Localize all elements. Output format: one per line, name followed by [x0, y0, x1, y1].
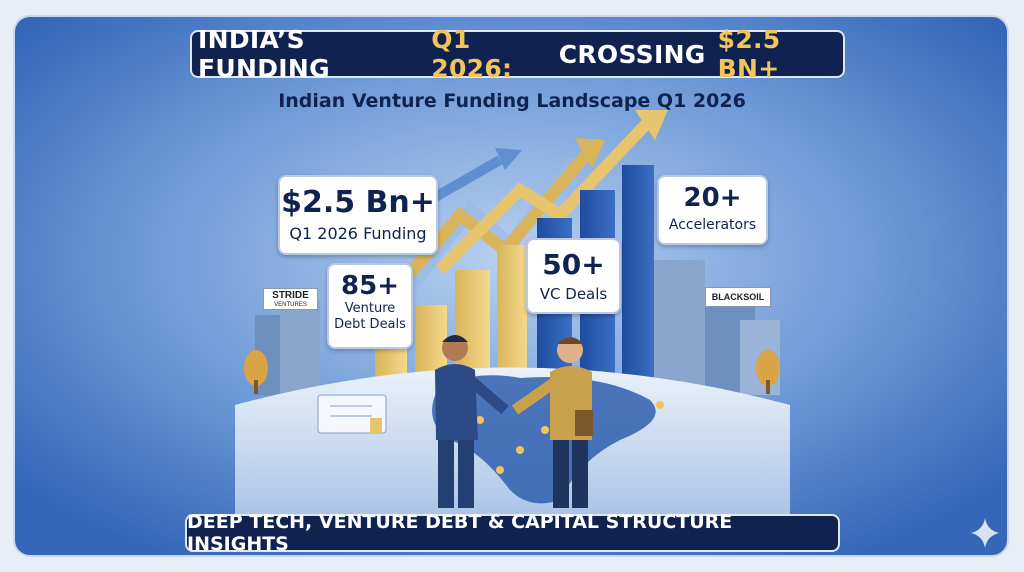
decor-shape: [553, 440, 569, 508]
decor-shape: [766, 380, 770, 394]
title-part: INDIA’S FUNDING: [198, 25, 330, 83]
decor-shape: [575, 410, 593, 436]
person-right: [511, 337, 593, 508]
decor-shape: [427, 155, 503, 205]
decor-shape: [557, 337, 583, 344]
title-part: Q1 2026:: [431, 25, 513, 83]
decor-shape: [511, 377, 559, 415]
decor-shape: [438, 440, 454, 508]
decor-shape: [280, 300, 320, 395]
decor-shape: [244, 350, 268, 386]
stat-card: 85+ Venture Debt Deals: [327, 263, 413, 349]
trees: [244, 350, 780, 394]
decor-shape: [458, 440, 474, 508]
stat-label: Venture Debt Deals: [334, 301, 406, 332]
decor-shape: [572, 440, 588, 508]
map-pins: [476, 401, 664, 474]
map: [432, 375, 656, 504]
stat-value: 20+: [683, 183, 742, 213]
decor-shape: [516, 446, 524, 454]
decor-shape: [541, 426, 549, 434]
footer-text: DEEP TECH, VENTURE DEBT & CAPITAL STRUCT…: [187, 511, 733, 555]
decor-shape: [466, 375, 509, 415]
stat-value: $2.5 Bn+: [281, 185, 435, 220]
subtitle: Indian Venture Funding Landscape Q1 2026: [278, 90, 746, 112]
decor-shape: [756, 350, 780, 386]
decor-shape: [254, 380, 258, 394]
stat-label: VC Deals: [539, 285, 608, 303]
logo-name: BLACKSOIL: [711, 292, 765, 302]
sparkle-icon: [971, 518, 999, 548]
stat-value: 85+: [341, 271, 399, 301]
decor-shape: [435, 115, 655, 275]
decor-shape: [656, 401, 664, 409]
decor-shape: [435, 364, 478, 440]
decor-shape: [370, 418, 382, 434]
decor-shape: [442, 335, 468, 342]
decor-shape: [317, 394, 387, 434]
logo: STRIDE VENTURES: [263, 288, 318, 310]
person-left: [435, 335, 509, 508]
decor-shape: [635, 110, 668, 140]
footer-banner: DEEP TECH, VENTURE DEBT & CAPITAL STRUCT…: [185, 511, 840, 555]
decor-shape: [575, 138, 605, 168]
title-part: $2.5 BN+: [717, 25, 781, 83]
stat-label: Accelerators: [668, 217, 757, 233]
title-banner: INDIA’S FUNDING Q1 2026: CROSSING $2.5 B…: [190, 25, 845, 83]
decor-shape: [497, 245, 527, 385]
stat-label: Q1 2026 Funding: [289, 224, 427, 243]
decor-shape: [622, 165, 654, 385]
logo-sub: VENTURES: [274, 302, 307, 308]
stat-card: 50+ VC Deals: [526, 238, 621, 314]
arrows: [365, 110, 668, 324]
stat-card: 20+ Accelerators: [657, 175, 768, 245]
logo: BLACKSOIL: [705, 287, 771, 307]
decor-shape: [650, 260, 705, 395]
stat-card: $2.5 Bn+ Q1 2026 Funding: [278, 175, 438, 255]
logo-name: STRIDE: [272, 290, 309, 301]
document: [317, 394, 387, 434]
decor-shape: [496, 466, 504, 474]
stat-value: 50+: [542, 248, 605, 281]
decor-shape: [476, 416, 484, 424]
decor-shape: [495, 148, 522, 170]
title-part: CROSSING: [558, 39, 706, 69]
